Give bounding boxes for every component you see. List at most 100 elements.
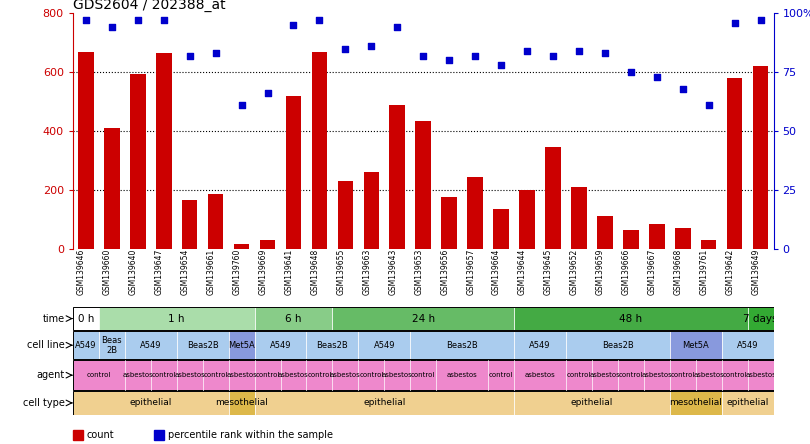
Text: 24 h: 24 h — [411, 313, 435, 324]
Text: GSM139668: GSM139668 — [674, 249, 683, 295]
FancyBboxPatch shape — [410, 331, 514, 359]
FancyBboxPatch shape — [514, 391, 670, 415]
Text: GSM139664: GSM139664 — [492, 249, 501, 295]
Point — [443, 57, 456, 64]
Text: GSM139663: GSM139663 — [362, 249, 371, 295]
Text: 7 days: 7 days — [744, 313, 778, 324]
FancyBboxPatch shape — [670, 331, 722, 359]
Text: GSM139656: GSM139656 — [440, 249, 450, 295]
FancyBboxPatch shape — [228, 391, 254, 415]
Text: mesothelial: mesothelial — [669, 398, 723, 408]
Point — [728, 19, 741, 26]
Text: GSM139642: GSM139642 — [726, 249, 735, 295]
Text: agent: agent — [37, 370, 65, 380]
Text: Met5A: Met5A — [682, 341, 709, 350]
Text: asbestos: asbestos — [590, 372, 620, 378]
Point — [235, 102, 248, 109]
Text: GSM139760: GSM139760 — [232, 249, 241, 295]
Point — [183, 52, 196, 59]
Text: control: control — [307, 372, 331, 378]
Text: control: control — [255, 372, 279, 378]
FancyBboxPatch shape — [566, 331, 670, 359]
Point — [625, 69, 637, 76]
Text: 48 h: 48 h — [620, 313, 642, 324]
Text: A549: A549 — [737, 341, 758, 350]
Point — [676, 85, 689, 92]
Text: asbestos: asbestos — [122, 372, 153, 378]
Text: GSM139652: GSM139652 — [570, 249, 579, 295]
Text: control: control — [619, 372, 643, 378]
FancyBboxPatch shape — [332, 307, 514, 330]
Bar — [78, 52, 94, 249]
Bar — [752, 66, 769, 249]
Text: Beas
2B: Beas 2B — [101, 336, 122, 355]
Text: A549: A549 — [529, 341, 551, 350]
Text: asbestos: asbestos — [447, 372, 478, 378]
Text: time: time — [43, 313, 65, 324]
Bar — [286, 96, 301, 249]
FancyBboxPatch shape — [99, 307, 254, 330]
Text: 1 h: 1 h — [168, 313, 185, 324]
Text: GSM139661: GSM139661 — [207, 249, 215, 295]
Text: epithelial: epithelial — [727, 398, 769, 408]
Text: percentile rank within the sample: percentile rank within the sample — [168, 430, 333, 440]
Text: asbestos: asbestos — [278, 372, 309, 378]
Text: control: control — [411, 372, 436, 378]
FancyBboxPatch shape — [125, 331, 177, 359]
Text: Beas2B: Beas2B — [187, 341, 219, 350]
Text: A549: A549 — [140, 341, 161, 350]
Bar — [467, 177, 483, 249]
Text: GSM139640: GSM139640 — [129, 249, 138, 295]
Text: control: control — [567, 372, 591, 378]
Text: Met5A: Met5A — [228, 341, 255, 350]
Bar — [597, 216, 612, 249]
Text: A549: A549 — [270, 341, 292, 350]
FancyBboxPatch shape — [722, 391, 774, 415]
Text: 6 h: 6 h — [285, 313, 301, 324]
Text: asbestos: asbestos — [174, 372, 205, 378]
FancyBboxPatch shape — [177, 331, 228, 359]
Bar — [208, 194, 224, 249]
Point — [573, 48, 586, 55]
Point — [599, 50, 612, 57]
Text: control: control — [151, 372, 176, 378]
Point — [105, 24, 118, 31]
Bar — [675, 228, 690, 249]
Text: A549: A549 — [373, 341, 395, 350]
Point — [390, 24, 403, 31]
Point — [79, 17, 92, 24]
Point — [131, 17, 144, 24]
Text: Beas2B: Beas2B — [602, 341, 633, 350]
Point — [416, 52, 429, 59]
Text: asbestos: asbestos — [330, 372, 360, 378]
Bar — [130, 74, 146, 249]
Point — [547, 52, 560, 59]
FancyBboxPatch shape — [73, 307, 99, 330]
Point — [261, 90, 274, 97]
FancyBboxPatch shape — [99, 331, 125, 359]
Bar — [701, 240, 717, 249]
Text: control: control — [87, 372, 111, 378]
Bar — [338, 181, 353, 249]
FancyBboxPatch shape — [73, 360, 774, 390]
Text: cell type: cell type — [23, 398, 65, 408]
Text: asbestos: asbestos — [525, 372, 556, 378]
Bar — [234, 244, 249, 249]
FancyBboxPatch shape — [73, 331, 99, 359]
Bar — [493, 209, 509, 249]
Point — [702, 102, 715, 109]
Bar — [390, 104, 405, 249]
Bar — [649, 224, 664, 249]
Bar — [545, 147, 561, 249]
FancyBboxPatch shape — [358, 331, 410, 359]
Text: GSM139653: GSM139653 — [414, 249, 423, 295]
Text: GSM139643: GSM139643 — [388, 249, 397, 295]
Bar — [571, 187, 586, 249]
Point — [157, 17, 170, 24]
Text: GSM139645: GSM139645 — [544, 249, 553, 295]
Point — [521, 48, 534, 55]
Bar — [519, 190, 535, 249]
Text: count: count — [87, 430, 114, 440]
Text: GSM139649: GSM139649 — [752, 249, 761, 295]
Point — [495, 62, 508, 69]
